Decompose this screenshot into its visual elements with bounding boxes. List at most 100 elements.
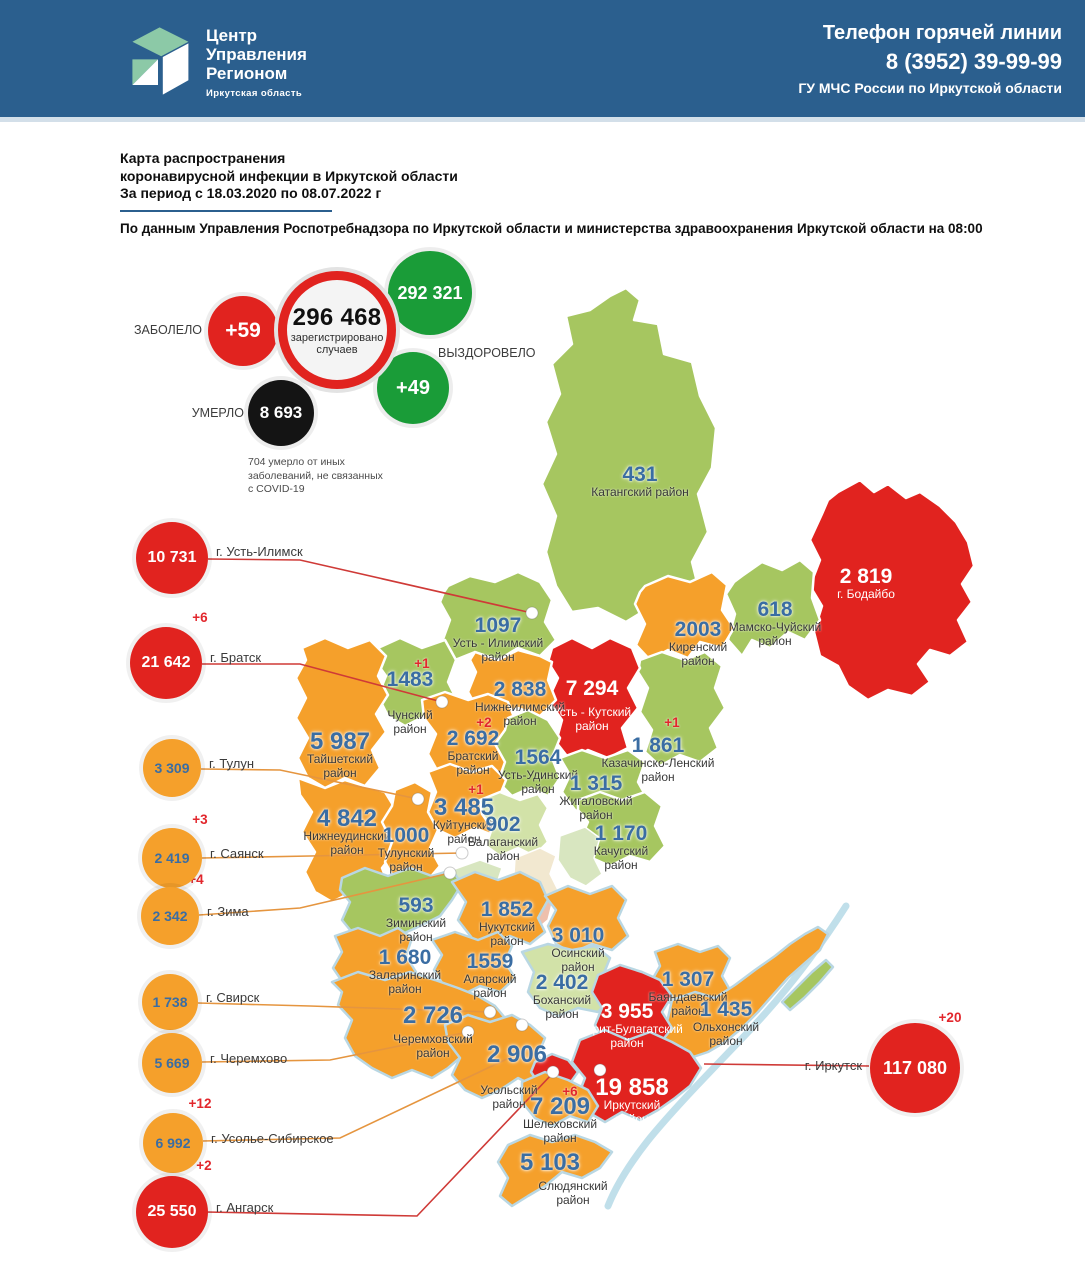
district-value: 1000 — [382, 824, 430, 847]
district-name-line: район — [615, 1111, 649, 1126]
city-dot-ust-ilimsk — [525, 606, 539, 620]
district-name-line: район — [447, 831, 481, 846]
infected-label: ЗАБОЛЕЛО — [134, 323, 202, 337]
map-title-line2: коронавирусной инфекции в Иркутской обла… — [120, 167, 458, 184]
region-kazachinsko-lensky-shape — [636, 650, 727, 768]
district-label-bodaibo: 2 819 г. Бодайбо — [806, 566, 926, 602]
district-name-line: район — [473, 985, 507, 1000]
district-label-slyudyansky-value: 5 103 — [490, 1151, 610, 1175]
city-label-zima: г. Зима — [207, 904, 249, 919]
registered-value: 296 468 — [292, 303, 382, 331]
hotline-org: ГУ МЧС России по Иркутской области — [798, 80, 1062, 96]
district-value: 3 955 — [600, 1000, 654, 1023]
district-name-line: Аларский — [463, 972, 517, 986]
district-value: 902 — [485, 813, 521, 836]
district-label-shelekhovsky: 7 209 Шелеховский район — [500, 1093, 620, 1145]
map-title-line3: За период с 18.03.2020 по 08.07.2022 г — [120, 185, 382, 201]
district-label-katangsky: 431 Катангский район — [580, 464, 700, 500]
district-label-ust-kutsky: 7 294 Усть - Кутский район — [532, 678, 652, 733]
died-circle: 8 693 — [248, 380, 314, 446]
district-value: 1 315 — [569, 772, 623, 795]
district-label-ekhirit-bulagatsky: 3 955 Эхирит-Булагатский район — [567, 1001, 687, 1050]
infected-delta-circle: +59 — [208, 296, 278, 366]
city-value: 1 738 — [152, 994, 188, 1010]
map-title-line1: Карта распространения — [120, 150, 286, 166]
recovered-delta-circle: +49 — [377, 352, 449, 424]
district-label-taishetsky: 5 987 Тайшетский район — [280, 728, 400, 780]
data-source-line: По данным Управления Роспотребнадзора по… — [120, 220, 983, 236]
district-name-line: район — [486, 848, 520, 863]
city-value: 2 419 — [154, 850, 190, 866]
district-name-line: район — [610, 1035, 644, 1050]
callout-line-irkutsk — [703, 1063, 870, 1067]
city-dot-tulun — [411, 792, 425, 806]
district-name-line: Куйтунский — [432, 818, 496, 832]
district-label-nizhneudinsky: 4 842 Нижнеудинский район — [287, 805, 407, 857]
city-circle-svirsk: 1 738 — [142, 974, 198, 1030]
district-name-line: район — [561, 959, 595, 974]
district-value: 7 209 — [529, 1093, 591, 1120]
district-name-line: район — [681, 653, 715, 668]
region-osinsky-shape — [543, 884, 630, 955]
district-name-line: Ольхонский — [692, 1020, 760, 1034]
registered-label-line: зарегистрировано — [290, 331, 384, 344]
city-label-cheremkhovo: г. Черемхово — [210, 1051, 288, 1066]
district-value: 1559 — [466, 950, 514, 973]
city-label-bratsk: г. Братск — [210, 650, 262, 665]
district-name-line: Балаганский — [467, 835, 539, 849]
title-divider — [120, 209, 332, 212]
district-name-line: Эхирит-Булагатский — [571, 1022, 683, 1036]
city-circle-angarsk: 25 550 — [136, 1176, 208, 1248]
city-label-ust-ilimsk: г. Усть-Илимск — [216, 544, 303, 559]
city-label-usolye: г. Усолье-Сибирское — [211, 1131, 334, 1146]
city-delta-bratsk: +6 — [192, 610, 208, 625]
city-delta-usolye: +12 — [188, 1096, 212, 1111]
district-name-line: район — [492, 1096, 526, 1111]
city-circle-ust-ilimsk: 10 731 — [136, 522, 208, 594]
district-name-line: район — [556, 1192, 590, 1207]
city-circle-usolye: 6 992 — [143, 1113, 203, 1173]
header-bar: Центр Управления Регионом Иркутская обла… — [0, 0, 1085, 122]
recovered-value: 292 321 — [397, 282, 463, 303]
district-value: 4 842 — [316, 805, 378, 832]
region-katangsky-shape — [540, 286, 718, 624]
recovered-circle: 292 321 — [388, 251, 472, 335]
district-value: 2 838 — [493, 678, 547, 701]
district-label-chunsky: 1483 Чунский район — [350, 669, 470, 736]
logo-square-white-triangle — [132, 59, 158, 85]
city-value: 10 731 — [147, 549, 197, 566]
org-region: Иркутская область — [206, 88, 303, 99]
cur-logo — [132, 27, 189, 95]
district-value: 1 307 — [661, 968, 715, 991]
registered-circle: 296 468 зарегистрировано случаев — [278, 271, 396, 389]
district-label-ust-udinsky: 1564 Усть-Удинский район — [478, 747, 598, 796]
died-note-line: с COVID-19 — [248, 483, 305, 495]
district-value: 2 692 — [446, 727, 500, 750]
district-name-line: Усть - Кутский — [552, 705, 632, 719]
org-name-line: Управления — [206, 45, 307, 64]
recovered-label: ВЫЗДОРОВЕЛО — [438, 346, 536, 360]
district-name-line: Слюдянский — [538, 1179, 608, 1193]
district-label-balagansky: 902 Балаганский район — [443, 814, 563, 863]
city-value: 2 342 — [152, 908, 188, 924]
district-label-nizhneilimsky: 2 838 Нижнеилимский район — [460, 679, 580, 728]
district-delta-kuitunsky: +1 — [468, 782, 484, 797]
died-note-line: 704 умерло от иных — [248, 456, 345, 468]
region-ziminsky-shape — [338, 866, 464, 946]
city-delta-irkutsk: +20 — [938, 1010, 962, 1025]
district-name-line: район — [575, 718, 609, 733]
district-label-zhigalovsky: 1 315 Жигаловский район — [536, 773, 656, 822]
region-kirensky-shape — [633, 570, 736, 662]
hotline-block: Телефон горячей линии 8 (3952) 39-99-99 … — [798, 22, 1062, 96]
district-label-bokhansky: 2 402 Боханский район — [502, 972, 622, 1021]
region-ust-udinsky-shape — [493, 708, 562, 798]
district-name-line: Мамско-Чуйский — [728, 620, 822, 634]
district-name-line: район — [490, 933, 524, 948]
district-value: 5 987 — [309, 728, 371, 755]
district-name-line: Иркутский — [603, 1098, 661, 1112]
city-circle-cheremkhovo: 5 669 — [142, 1033, 202, 1093]
org-name: Центр Управления Регионом — [206, 26, 307, 83]
district-name-line: район — [545, 1006, 579, 1021]
district-value: 2 819 — [839, 565, 893, 588]
